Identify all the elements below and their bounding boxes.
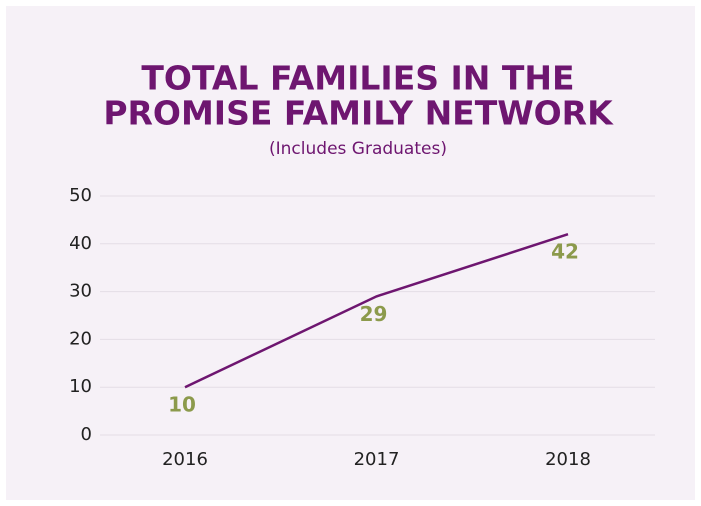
line <box>184 233 569 389</box>
y-tick-label: 10 <box>69 376 92 397</box>
y-tick-label: 0 <box>81 424 92 445</box>
x-tick-label: 2017 <box>354 449 400 470</box>
panel <box>6 6 695 500</box>
x-tick-label: 2018 <box>545 449 591 470</box>
y-tick-label: 40 <box>69 233 92 254</box>
chart-title: PROMISE FAMILY NETWORK <box>103 94 614 133</box>
y-tick-label: 50 <box>69 185 92 206</box>
data-label: 10 <box>168 393 196 417</box>
x-tick-label: 2016 <box>162 449 208 470</box>
data-label: 42 <box>551 240 579 264</box>
chart-title: TOTAL FAMILIES IN THE <box>141 59 574 98</box>
y-tick-label: 30 <box>69 281 92 302</box>
y-tick-label: 20 <box>69 328 92 349</box>
chart-subtitle: (Includes Graduates) <box>269 139 447 159</box>
data-label: 29 <box>360 302 388 326</box>
